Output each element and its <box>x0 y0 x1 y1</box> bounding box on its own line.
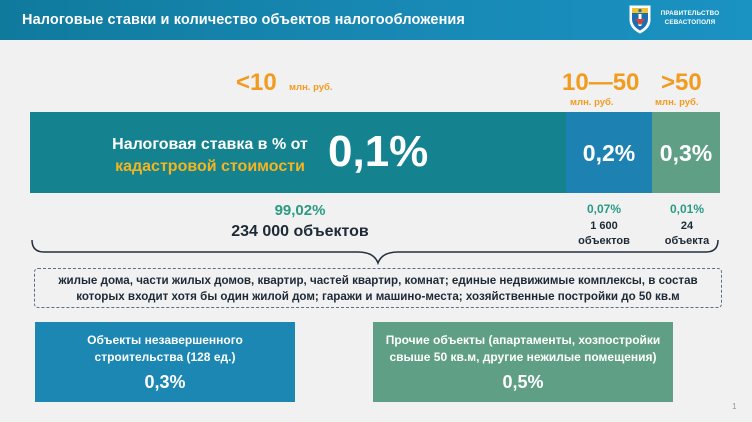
other-card-text: Прочие объекты (апартаменты, хозпостройк… <box>373 332 673 366</box>
stat-low-count: 234 000 объектов <box>231 223 369 240</box>
other-card-rate: 0,5% <box>502 372 544 392</box>
city-coat-of-arms-icon <box>629 5 651 34</box>
stat-low-share: 99,02% <box>274 202 326 219</box>
stat-high-count-number: 24 <box>680 220 694 232</box>
unfinished-card-text: Объекты незавершенного строительства (12… <box>35 332 295 366</box>
stat-high-count: 24 объекта <box>652 219 722 249</box>
description-line1: жилые дома, части жилых домов, квартир, … <box>58 274 698 287</box>
rate-bar-mid: 0,2% <box>566 112 652 193</box>
header-bar: Налоговые ставки и количество объектов н… <box>0 0 752 40</box>
stat-mid-share: 0,07% <box>586 202 622 216</box>
rate-low-value: 0,1% <box>328 127 429 176</box>
stat-mid-count: 1 600 объектов <box>566 219 642 249</box>
slide-title: Налоговые ставки и количество объектов н… <box>22 12 465 28</box>
tier-mid-unit: млн. руб. <box>570 97 614 108</box>
stat-mid-count-unit: объектов <box>578 235 630 247</box>
brand-line2: СЕВАСТОПОЛЯ <box>664 19 716 26</box>
brand-name: ПРАВИТЕЛЬСТВО СЕВАСТОПОЛЯ <box>660 9 720 27</box>
tier-high-value: >50 <box>661 69 702 96</box>
other-card-line2: свыше 50 кв.м, другие нежилые помещения) <box>389 350 657 364</box>
unfinished-card-rate: 0,3% <box>144 372 186 392</box>
rate-label-line1: Налоговая ставка в % от <box>112 136 308 153</box>
grouping-brace <box>31 239 719 266</box>
stat-high-count-unit: объекта <box>664 235 710 247</box>
tier-low-unit: млн. руб. <box>289 82 333 93</box>
rate-mid-value: 0,2% <box>582 140 636 166</box>
unfinished-construction-card: Объекты незавершенного строительства (12… <box>35 322 295 402</box>
description-line2: которых входит хотя бы один жилой дом; г… <box>76 290 680 303</box>
rate-high-value: 0,3% <box>659 140 713 166</box>
page-number: 1 <box>732 402 737 411</box>
tier-low-value: <10 <box>236 69 277 96</box>
tier-mid-value: 10—50 <box>562 69 640 96</box>
stat-mid-count-number: 1 600 <box>590 220 618 232</box>
stat-high-share: 0,01% <box>669 202 705 216</box>
other-objects-card: Прочие объекты (апартаменты, хозпостройк… <box>373 322 673 402</box>
brand-line1: ПРАВИТЕЛЬСТВО <box>660 10 720 17</box>
unfinished-card-line1: Объекты незавершенного <box>87 333 243 347</box>
tier-high-unit: млн. руб. <box>655 97 699 108</box>
rate-bar-label: Налоговая ставка в % от кадастровой стои… <box>90 134 330 178</box>
rate-bar-high: 0,3% <box>652 112 720 193</box>
unfinished-card-line2: строительства (128 ед.) <box>94 350 236 364</box>
rate-label-line2: кадастровой стоимости <box>115 158 305 175</box>
property-types-description: жилые дома, части жилых домов, квартир, … <box>34 268 722 308</box>
other-card-line1: Прочие объекты (апартаменты, хозпостройк… <box>385 333 661 347</box>
rate-bar-low: Налоговая ставка в % от кадастровой стои… <box>30 112 566 193</box>
